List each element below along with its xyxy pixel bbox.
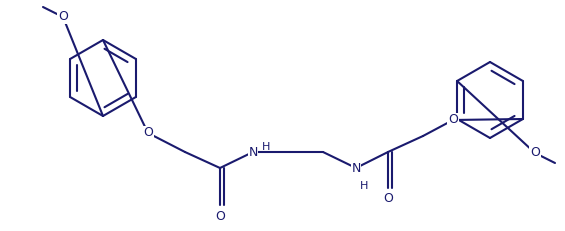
- Text: O: O: [530, 146, 540, 159]
- Text: H: H: [360, 181, 368, 191]
- Text: O: O: [58, 10, 68, 24]
- Text: O: O: [215, 210, 225, 222]
- Text: O: O: [383, 192, 393, 206]
- Text: N: N: [351, 161, 360, 174]
- Text: O: O: [448, 113, 458, 127]
- Text: H: H: [262, 142, 271, 152]
- Text: N: N: [248, 146, 258, 158]
- Text: O: O: [143, 127, 153, 140]
